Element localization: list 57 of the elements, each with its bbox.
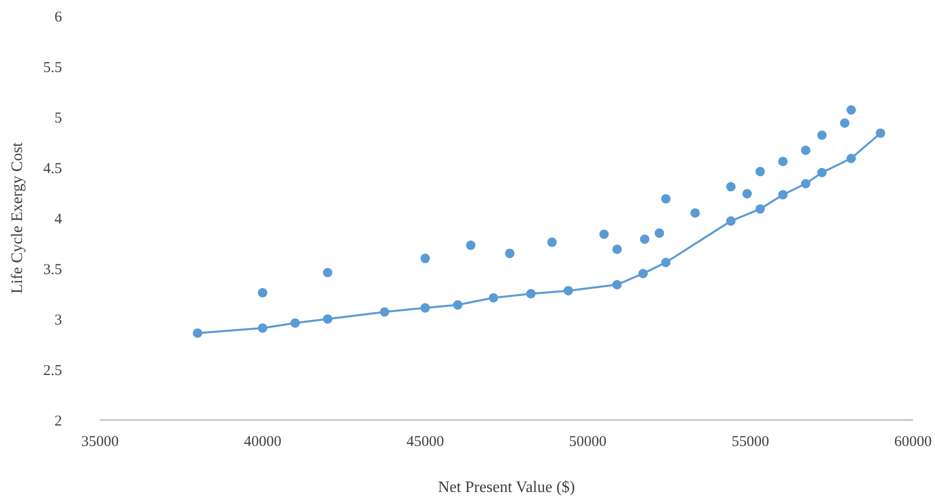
point [258, 323, 268, 333]
point [420, 303, 430, 313]
point [800, 146, 810, 156]
point [599, 229, 609, 239]
point [453, 300, 462, 310]
point [778, 156, 788, 166]
y-tick-label: 5 [54, 110, 62, 126]
point [840, 118, 850, 128]
point [526, 289, 536, 298]
x-axis-title: Net Present Value ($) [438, 479, 575, 496]
y-tick-label: 5.5 [43, 60, 62, 76]
y-tick-label: 2 [54, 413, 62, 430]
point [612, 244, 622, 254]
point [640, 234, 650, 244]
point [726, 216, 736, 226]
point [778, 190, 788, 200]
point [466, 240, 476, 250]
y-axis-title: Life Cycle Exergy Cost [9, 142, 26, 294]
point [755, 204, 765, 214]
y-tick-label: 4 [54, 211, 62, 228]
point [876, 128, 886, 138]
point [800, 178, 810, 188]
point [488, 293, 498, 302]
point [654, 228, 664, 238]
y-tick-label: 6 [54, 9, 62, 26]
point [846, 105, 856, 115]
point [846, 154, 856, 164]
point [612, 280, 622, 290]
point [726, 182, 736, 192]
y-tick-label: 4.5 [43, 160, 62, 177]
x-tick-label: 50000 [569, 434, 607, 450]
point [290, 318, 300, 328]
x-tick-label: 55000 [732, 434, 770, 450]
point [638, 268, 648, 278]
point [380, 307, 390, 317]
y-tick-label: 3.5 [43, 262, 62, 278]
point [322, 268, 332, 278]
x-tick-label: 35000 [81, 434, 119, 450]
y-tick-label: 2.5 [43, 362, 62, 379]
point [661, 258, 671, 268]
y-tick-label: 3 [54, 312, 62, 328]
point [742, 189, 752, 198]
x-tick-label: 40000 [244, 434, 282, 450]
x-tick-label: 45000 [406, 434, 444, 450]
point [661, 194, 671, 204]
point [192, 328, 202, 338]
point [817, 168, 827, 178]
point [547, 238, 557, 247]
point [690, 208, 700, 218]
x-tick-label: 60000 [894, 434, 932, 450]
point [322, 314, 332, 324]
point [505, 248, 514, 258]
point [420, 254, 430, 264]
point [258, 288, 268, 298]
point [564, 286, 574, 296]
point [755, 166, 765, 176]
point [817, 130, 827, 140]
